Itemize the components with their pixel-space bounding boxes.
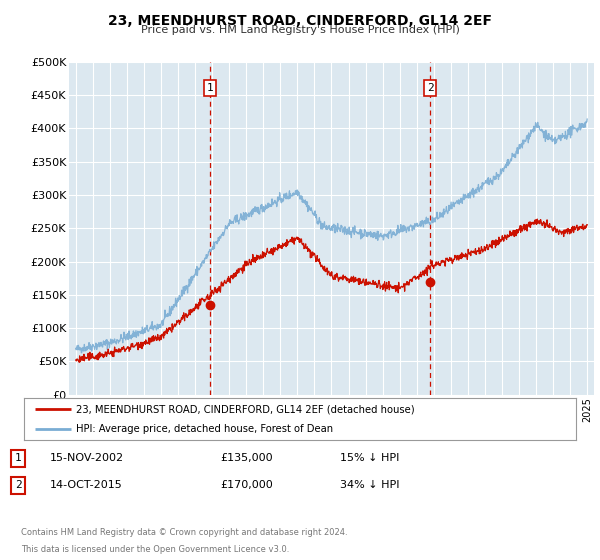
Text: 2: 2 [427, 83, 433, 94]
Text: HPI: Average price, detached house, Forest of Dean: HPI: Average price, detached house, Fore… [76, 424, 334, 434]
Text: 34% ↓ HPI: 34% ↓ HPI [340, 480, 400, 490]
Text: 1: 1 [206, 83, 214, 94]
Text: 15-NOV-2002: 15-NOV-2002 [50, 453, 124, 463]
Text: 2: 2 [14, 480, 22, 490]
Text: This data is licensed under the Open Government Licence v3.0.: This data is licensed under the Open Gov… [21, 545, 289, 554]
Text: 23, MEENDHURST ROAD, CINDERFORD, GL14 2EF: 23, MEENDHURST ROAD, CINDERFORD, GL14 2E… [108, 14, 492, 28]
Text: 23, MEENDHURST ROAD, CINDERFORD, GL14 2EF (detached house): 23, MEENDHURST ROAD, CINDERFORD, GL14 2E… [76, 404, 415, 414]
Text: Contains HM Land Registry data © Crown copyright and database right 2024.: Contains HM Land Registry data © Crown c… [21, 528, 347, 537]
Text: 1: 1 [14, 453, 22, 463]
Text: £170,000: £170,000 [220, 480, 273, 490]
Text: £135,000: £135,000 [220, 453, 272, 463]
Text: 14-OCT-2015: 14-OCT-2015 [50, 480, 123, 490]
Text: Price paid vs. HM Land Registry's House Price Index (HPI): Price paid vs. HM Land Registry's House … [140, 25, 460, 35]
Text: 15% ↓ HPI: 15% ↓ HPI [340, 453, 400, 463]
